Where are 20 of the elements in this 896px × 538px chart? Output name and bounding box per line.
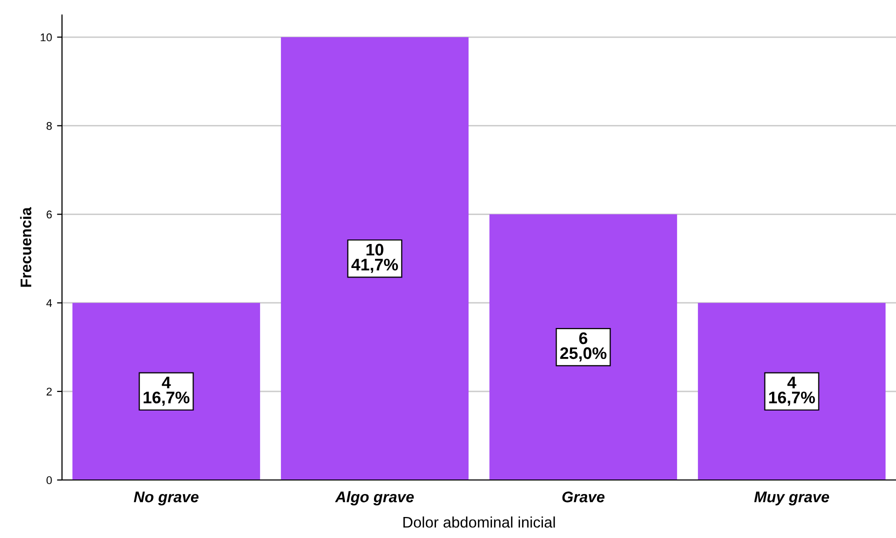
x-tick-label: No grave xyxy=(134,492,199,506)
data-label: 4 16,7% xyxy=(769,376,815,406)
data-label: 6 25,0% xyxy=(560,332,606,362)
y-tick-label: 4 xyxy=(46,299,52,307)
y-tick-label: 6 xyxy=(46,210,52,218)
data-label: 4 16,7% xyxy=(144,376,190,406)
bar xyxy=(280,37,469,480)
y-tick-label: 2 xyxy=(46,388,52,396)
x-tick-label: Muy grave xyxy=(754,492,830,506)
x-tick-label: Algo grave xyxy=(334,491,414,506)
y-tick-label: 0 xyxy=(46,476,52,484)
y-tick-label: 8 xyxy=(46,122,52,130)
y-axis-title: Frecuencia xyxy=(20,207,32,287)
bar xyxy=(489,214,678,480)
bar xyxy=(698,302,886,480)
x-tick-label: Grave xyxy=(562,492,604,502)
bar xyxy=(72,302,260,480)
x-axis-title: Dolor abdominal inicial xyxy=(403,516,555,528)
y-tick-label: 10 xyxy=(40,33,52,42)
data-label: 10 41,7% xyxy=(351,244,398,273)
